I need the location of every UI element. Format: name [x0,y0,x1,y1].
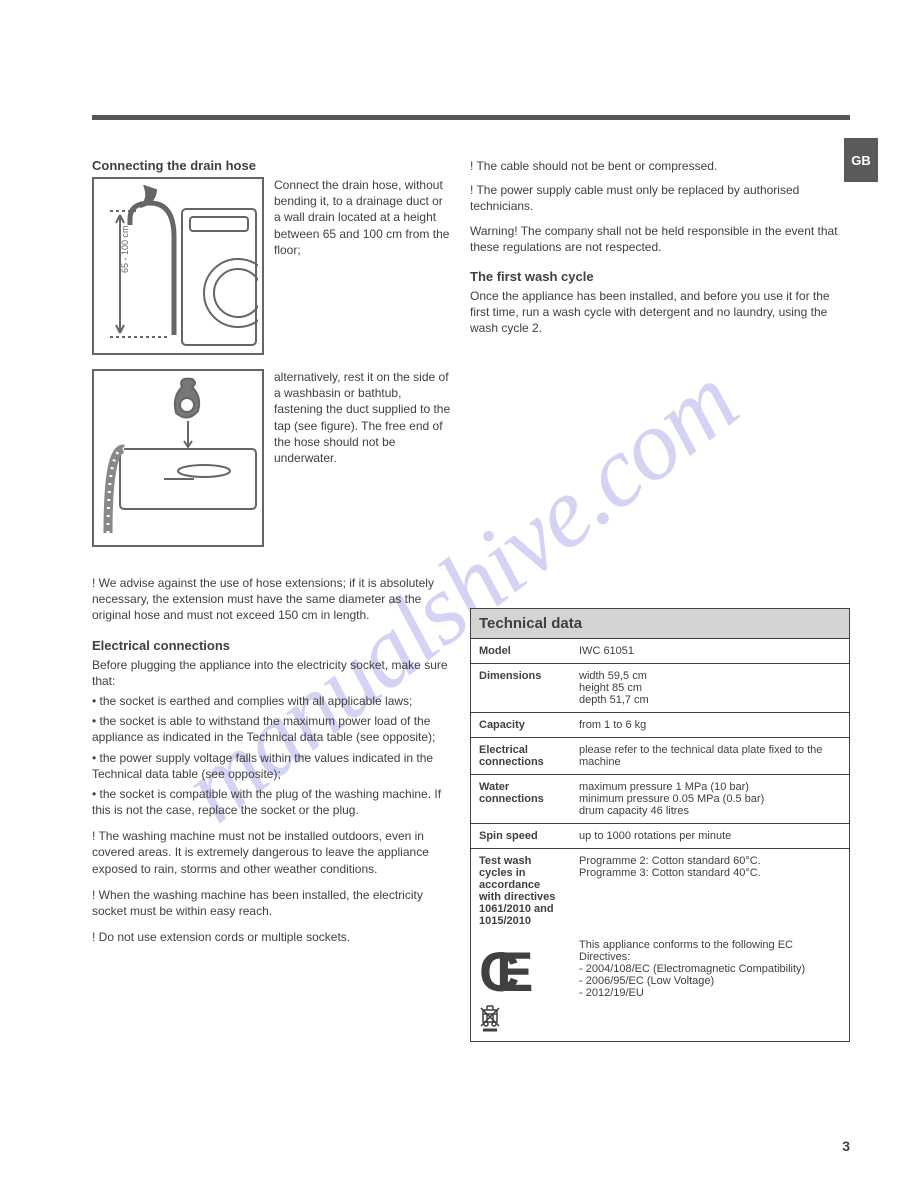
tech-header: Technical data [471,609,849,639]
note-paragraph: ! The cable should not be bent or compre… [470,158,850,174]
elec-bullet: • the socket is compatible with the plug… [92,786,452,818]
tech-row: Test wash cycles in accordance with dire… [471,849,849,933]
drain-heading: Connecting the drain hose [92,158,452,173]
tech-row: Water connectionsmaximum pressure 1 MPa … [471,775,849,824]
tech-row-value: width 59,5 cm height 85 cm depth 51,7 cm [571,664,849,712]
note-paragraph: Warning! The company shall not be held r… [470,223,850,255]
first-wash-body: Once the appliance has been installed, a… [470,288,850,337]
tech-row-value: IWC 61051 [571,639,849,663]
tech-row-value: please refer to the technical data plate… [571,738,849,774]
tech-row-key: Electrical connections [471,738,571,774]
tech-row-value: maximum pressure 1 MPa (10 bar) minimum … [571,775,849,823]
tech-row: Spin speedup to 1000 rotations per minut… [471,824,849,849]
drain-text-2: alternatively, rest it on the side of a … [274,369,452,565]
elec-intro: Before plugging the appliance into the e… [92,657,452,689]
page-number: 3 [842,1138,850,1154]
ce-mark-cell: C E [471,933,571,1041]
tech-row: ModelIWC 61051 [471,639,849,664]
elec-warn-3: ! Do not use extension cords or multiple… [92,929,452,945]
tech-row-key: Test wash cycles in accordance with dire… [471,849,571,933]
elec-bullet: • the socket is earthed and complies wit… [92,693,452,709]
page-rule [92,115,850,120]
elec-warn-2: ! When the washing machine has been inst… [92,887,452,919]
first-wash-heading: The first wash cycle [470,269,850,284]
figure-drain-basin [92,369,264,547]
tech-row: Capacityfrom 1 to 6 kg [471,713,849,738]
elec-bullet: • the power supply voltage falls within … [92,750,452,782]
figure-drain-wall: 65 - 100 cm [92,177,264,355]
ce-mark-icon: C E [479,940,519,1003]
right-column: ! The cable should not be bent or compre… [470,158,850,337]
tech-row: Dimensionswidth 59,5 cm height 85 cm dep… [471,664,849,713]
elec-bullet: • the socket is able to withstand the ma… [92,713,452,745]
left-column: Connecting the drain hose 65 - 100 cm [92,158,452,945]
elec-warn-1: ! The washing machine must not be instal… [92,828,452,877]
tech-row: Electrical connectionsplease refer to th… [471,738,849,775]
tech-row-key: Model [471,639,571,663]
tech-row-value: from 1 to 6 kg [571,713,849,737]
tech-row-key: Dimensions [471,664,571,712]
ce-text: This appliance conforms to the following… [571,933,849,1041]
weee-icon [479,1004,501,1032]
technical-data-table: Technical data ModelIWC 61051Dimensionsw… [470,608,850,1042]
tech-row-key: Spin speed [471,824,571,848]
tech-row-value: up to 1000 rotations per minute [571,824,849,848]
drain-text-1: Connect the drain hose, without bending … [274,177,452,373]
fig1-dim-label: 65 - 100 cm [120,225,130,273]
tech-row-key: Capacity [471,713,571,737]
tech-row-key: Water connections [471,775,571,823]
note-paragraph: ! The power supply cable must only be re… [470,182,850,214]
tech-row-value: Programme 2: Cotton standard 60°C. Progr… [571,849,849,933]
drain-warning: ! We advise against the use of hose exte… [92,575,452,624]
elec-heading: Electrical connections [92,638,452,653]
